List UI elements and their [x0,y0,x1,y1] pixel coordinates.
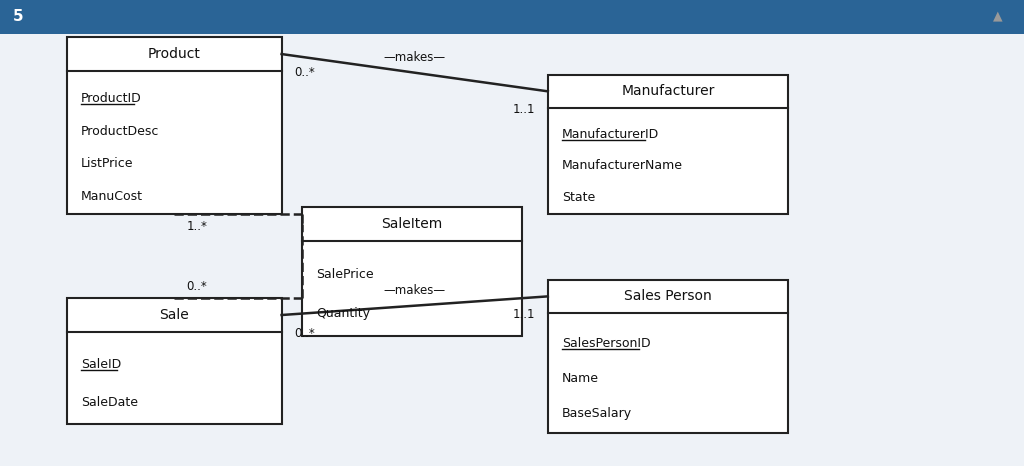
Text: ProductDesc: ProductDesc [81,125,160,137]
Text: State: State [562,191,595,204]
Text: —makes—: —makes— [384,284,445,297]
Text: Sale: Sale [159,308,189,322]
Text: 0..*: 0..* [186,280,207,293]
Text: Name: Name [562,372,599,385]
Text: Product: Product [147,47,201,61]
Bar [548,75,788,214]
Text: 0..*: 0..* [294,66,314,79]
Bar [67,298,282,424]
Text: Manufacturer: Manufacturer [622,84,715,98]
Text: SaleDate: SaleDate [81,397,138,410]
Text: —makes—: —makes— [384,51,445,64]
Text: SaleID: SaleID [81,358,121,371]
Text: ManufacturerName: ManufacturerName [562,159,683,172]
Text: 1..1: 1..1 [513,103,536,116]
Text: Quantity: Quantity [316,308,371,320]
Text: SalePrice: SalePrice [316,268,374,281]
Text: BaseSalary: BaseSalary [562,407,632,420]
Bar [302,207,522,336]
Text: ManuCost: ManuCost [81,190,143,203]
Text: 1..1: 1..1 [513,308,536,321]
Text: ProductID: ProductID [81,92,141,105]
Text: SaleItem: SaleItem [382,217,442,231]
Bar [0,0,1024,34]
Text: SalesPersonID: SalesPersonID [562,337,651,350]
Text: 5: 5 [13,9,24,24]
Text: 1..*: 1..* [186,220,207,233]
Text: ListPrice: ListPrice [81,158,133,170]
Text: ManufacturerID: ManufacturerID [562,128,659,141]
Text: Sales Person: Sales Person [625,289,712,303]
Text: ▲: ▲ [992,10,1002,23]
Bar [548,280,788,433]
Text: 0..*: 0..* [294,327,314,340]
Bar [67,37,282,214]
